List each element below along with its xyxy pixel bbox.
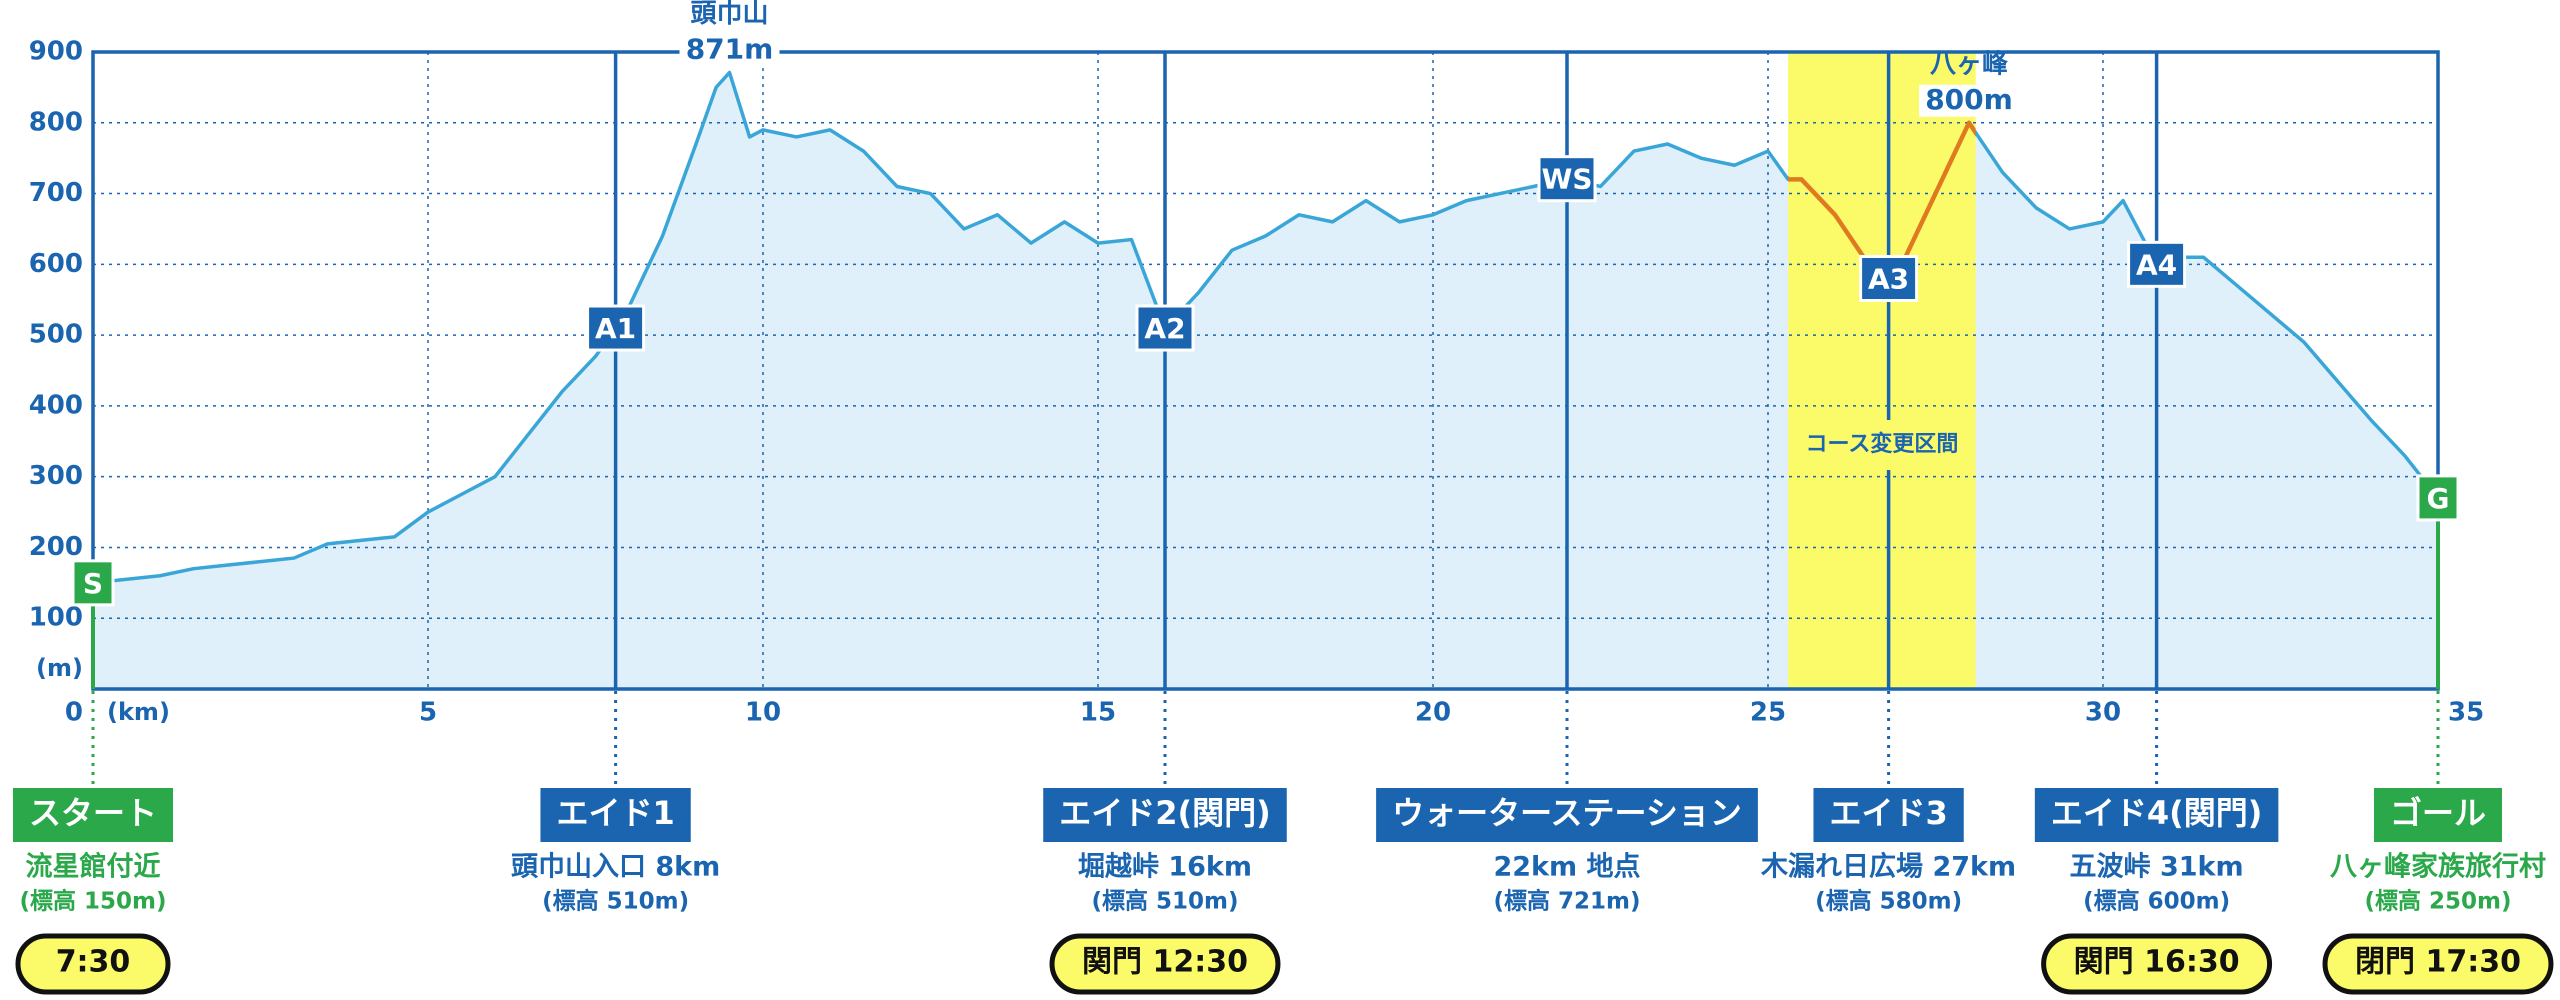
station-title-box [1043, 788, 1287, 842]
x-tick-label: 15 [1080, 698, 1116, 728]
station-elevation: (標高 510m) [542, 888, 689, 915]
highlight-label: コース変更区間 [1805, 431, 1958, 457]
marker-box [2127, 240, 2187, 288]
marker-label: A1 [595, 312, 636, 345]
marker-box [1537, 155, 1597, 203]
station-place: 頭巾山入口 8km [511, 852, 720, 883]
marker-label: A3 [1868, 262, 1909, 295]
y-tick-label: 400 [29, 390, 83, 420]
x-tick-label: 10 [745, 698, 781, 728]
x-tick-label: 0 [65, 698, 83, 728]
y-unit: (m) [36, 654, 83, 682]
y-tick-label: 600 [29, 249, 83, 279]
station-elevation: (標高 580m) [1815, 888, 1962, 915]
x-tick-label: 5 [419, 698, 437, 728]
y-tick-label: 900 [29, 37, 83, 67]
x-tick-label: 30 [2085, 698, 2121, 728]
station-title: エイド1 [556, 794, 674, 832]
station-title-box [1813, 788, 1964, 842]
station-time: 関門 16:30 [2074, 945, 2240, 980]
marker-label: WS [1541, 163, 1592, 196]
y-tick-label: 300 [29, 461, 83, 491]
time-badge [2041, 933, 2273, 995]
elevation-area [93, 72, 2438, 689]
x-tick-label: 25 [1750, 698, 1786, 728]
station-place: 22km 地点 [1493, 852, 1640, 883]
peak-value-label: 871m [686, 33, 774, 66]
highlight-label-bg [1792, 420, 1972, 470]
station-place: 五波峠 31km [2070, 852, 2244, 883]
station-time: 閉門 17:30 [2355, 945, 2521, 980]
peak-label-bg [1919, 84, 2019, 117]
elevation-line [92, 70, 2440, 585]
marker-label: A4 [2136, 248, 2177, 281]
peak-name: 八ヶ峰 [1930, 49, 2008, 79]
x-tick-label: 35 [2448, 698, 2484, 728]
marker-box [71, 559, 115, 607]
marker-label: A2 [1144, 312, 1185, 345]
highlight-band [1788, 52, 1976, 689]
y-tick-label: 200 [29, 532, 83, 562]
station-place: 八ヶ峰家族旅行村 [2330, 851, 2546, 883]
station-title-box [12, 788, 174, 842]
y-tick-label: 800 [29, 107, 83, 137]
station-title-box [540, 788, 691, 842]
marker-box [586, 304, 646, 352]
time-badge [2322, 933, 2554, 995]
station-title: ゴール [2390, 794, 2486, 832]
station-elevation: (標高 721m) [1493, 888, 1640, 915]
station-title: エイド3 [1829, 794, 1947, 832]
station-place: 流星館付近 [26, 851, 161, 883]
plot-frame [91, 50, 2440, 691]
time-badge [15, 933, 171, 995]
station-title-box [2373, 788, 2503, 842]
station-elevation: (標高 600m) [2083, 888, 2230, 915]
x-tick-label: 20 [1415, 698, 1451, 728]
station-title: エイド4(関門) [2051, 794, 2263, 832]
station-title: スタート [29, 794, 157, 832]
y-tick-label: 700 [29, 178, 83, 208]
marker-label: S [83, 567, 103, 600]
station-elevation: (標高 510m) [1091, 888, 1238, 915]
station-title: エイド2(関門) [1059, 794, 1271, 832]
station-time: 7:30 [56, 945, 131, 980]
station-elevation: (標高 150m) [19, 888, 166, 915]
marker-label: G [2427, 482, 2450, 515]
station-time: 関門 12:30 [1082, 945, 1248, 980]
marker-box [1135, 304, 1195, 352]
peak-label-bg [679, 34, 780, 67]
station-title: ウォーターステーション [1392, 794, 1742, 832]
station-elevation: (標高 250m) [2364, 888, 2511, 915]
marker-box [2416, 474, 2460, 522]
time-badge [1049, 933, 1281, 995]
station-title-box [2034, 788, 2279, 842]
station-title-box [1376, 788, 1758, 842]
y-tick-label: 100 [29, 603, 83, 633]
station-place: 木漏れ日広場 27km [1760, 851, 2016, 883]
peak-value-label: 800m [1925, 83, 2013, 116]
station-place: 堀越峠 16km [1078, 852, 1252, 883]
y-tick-label: 500 [29, 320, 83, 350]
peak-name: 頭巾山 [690, 0, 768, 29]
x-unit: (km) [107, 698, 170, 726]
marker-box [1859, 254, 1919, 302]
